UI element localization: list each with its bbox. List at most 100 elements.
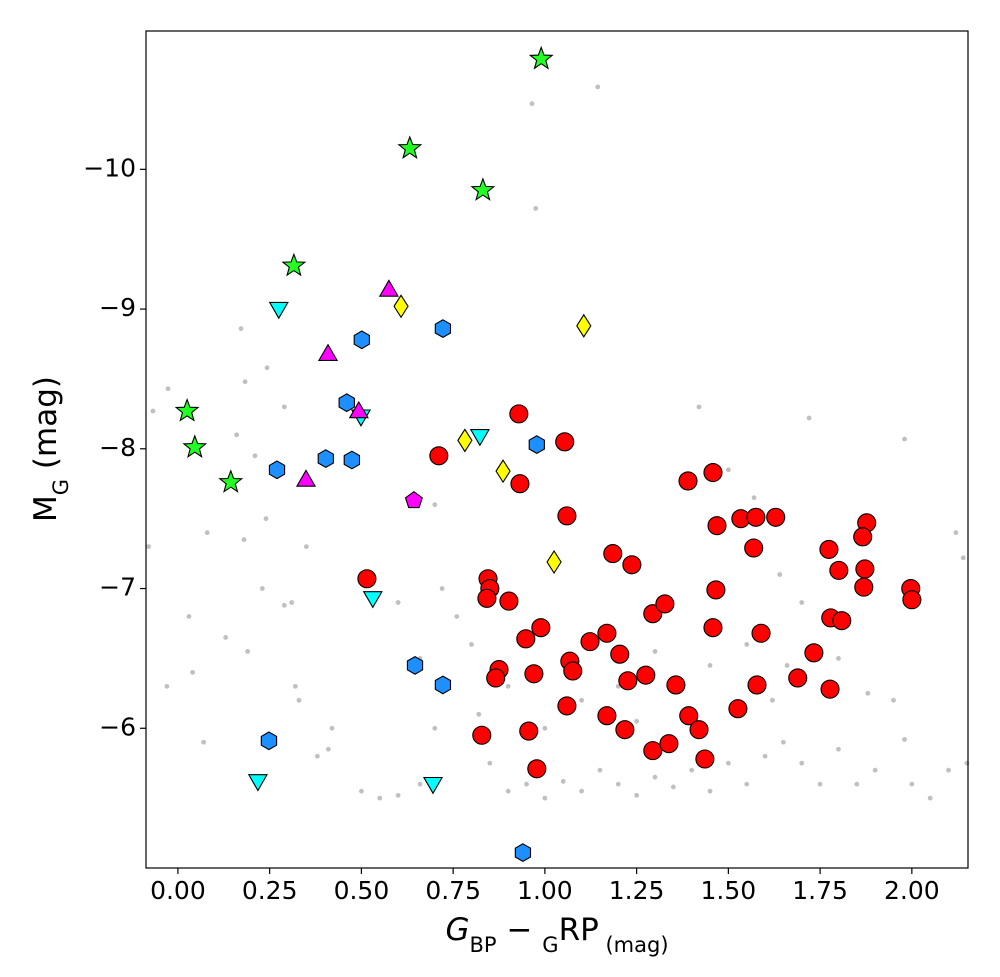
point <box>343 450 361 470</box>
point <box>770 697 775 703</box>
point <box>615 781 621 787</box>
point <box>338 393 355 413</box>
x-tick-label: 2.00 <box>884 876 940 905</box>
point <box>292 683 298 689</box>
point <box>836 746 841 752</box>
y-tick-label: −6 <box>99 712 136 741</box>
point <box>469 642 474 647</box>
point <box>469 429 490 447</box>
point <box>201 739 207 745</box>
y-tick-label: −7 <box>99 573 136 602</box>
plot-frame <box>145 30 969 869</box>
y-tick-label: −9 <box>99 293 136 322</box>
point <box>579 788 584 794</box>
point <box>820 679 840 699</box>
point <box>836 656 841 661</box>
label-part: − <box>497 912 543 948</box>
point <box>524 664 544 684</box>
point <box>204 530 210 536</box>
point <box>853 527 873 547</box>
point <box>891 697 896 703</box>
point <box>909 781 915 787</box>
point <box>902 590 922 610</box>
point <box>325 746 331 752</box>
point <box>146 544 151 550</box>
point <box>707 662 713 668</box>
point <box>832 611 852 631</box>
point <box>806 415 812 421</box>
point <box>781 739 786 745</box>
point <box>557 696 577 716</box>
point <box>747 675 767 695</box>
point <box>527 759 547 779</box>
point <box>689 767 695 773</box>
point <box>510 474 530 494</box>
point <box>707 516 727 536</box>
point <box>260 731 278 751</box>
point <box>174 398 200 422</box>
point <box>744 642 750 647</box>
y-tick-label: −8 <box>99 433 136 462</box>
x-tick-label: 0.50 <box>334 876 390 905</box>
point <box>422 776 444 795</box>
point <box>542 725 548 731</box>
point <box>377 795 383 801</box>
point <box>546 549 562 575</box>
point <box>164 683 170 689</box>
point <box>634 718 640 724</box>
point <box>529 101 535 107</box>
label-part: BP <box>470 933 497 957</box>
point <box>241 537 247 543</box>
point <box>486 668 506 688</box>
point <box>703 618 723 638</box>
point <box>744 538 764 558</box>
point <box>597 706 617 726</box>
point <box>751 623 771 643</box>
point <box>252 453 258 459</box>
point <box>784 662 790 668</box>
y-tick-label: −10 <box>83 153 136 182</box>
point <box>576 313 592 338</box>
point <box>744 781 750 787</box>
point <box>263 516 269 522</box>
x-axis-label: GBP − GRP (mag) <box>445 912 668 957</box>
point <box>817 781 823 787</box>
point <box>766 507 786 527</box>
point <box>234 432 240 438</box>
point <box>519 721 539 741</box>
point <box>457 428 473 453</box>
point <box>268 301 289 320</box>
point <box>289 600 295 605</box>
point <box>528 435 545 455</box>
label-part: (mag) <box>28 376 64 479</box>
point <box>268 460 286 480</box>
point <box>439 586 445 591</box>
point <box>317 449 334 469</box>
point <box>397 135 423 159</box>
point <box>472 725 492 745</box>
point <box>524 781 529 787</box>
point <box>357 569 377 589</box>
point <box>362 591 383 609</box>
point <box>580 632 600 652</box>
point <box>395 600 401 605</box>
point <box>429 446 449 466</box>
point <box>303 544 309 550</box>
point <box>902 436 907 442</box>
point <box>378 279 399 297</box>
point <box>610 644 630 664</box>
point <box>499 591 519 611</box>
point <box>728 699 748 719</box>
point <box>622 555 642 575</box>
point <box>597 623 617 643</box>
point <box>557 506 577 526</box>
point <box>819 539 839 559</box>
point <box>655 594 675 614</box>
point <box>927 795 933 801</box>
point <box>854 781 860 787</box>
point <box>854 577 874 597</box>
x-tick-label: 1.00 <box>517 876 573 905</box>
label-part: M <box>28 495 64 522</box>
x-tick-label: 1.75 <box>792 876 848 905</box>
label-part: G <box>445 912 469 948</box>
